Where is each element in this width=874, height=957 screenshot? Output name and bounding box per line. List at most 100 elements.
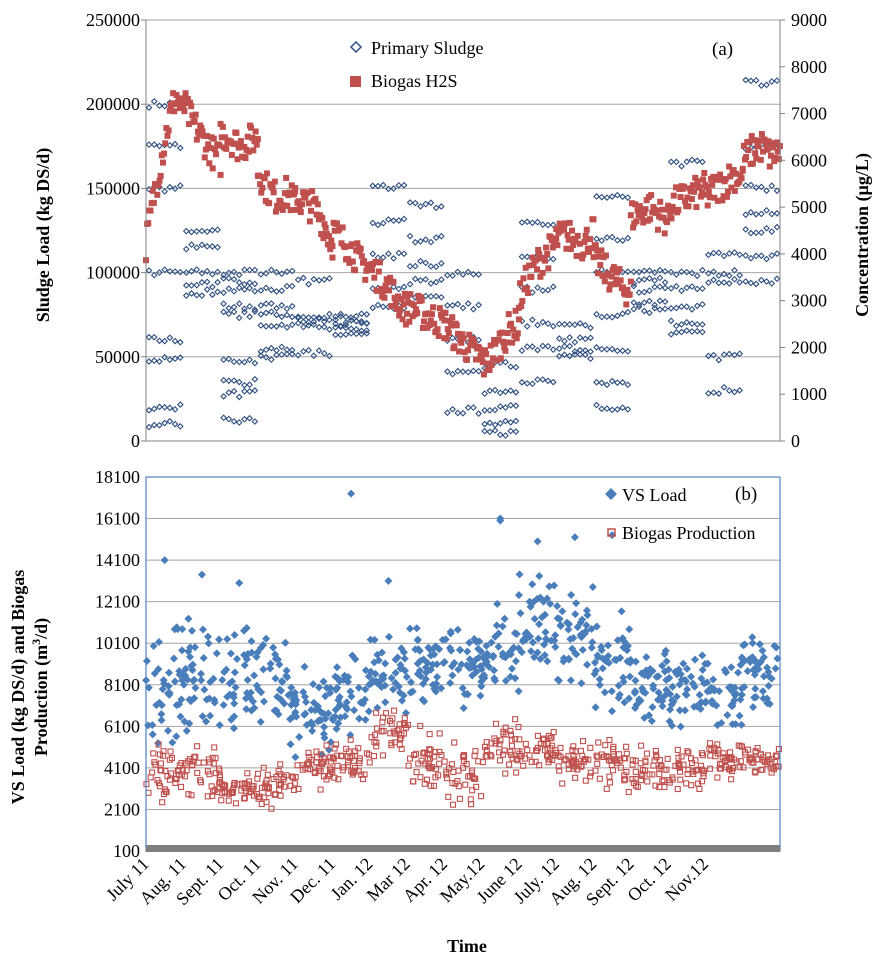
primary-sludge-point — [267, 300, 275, 307]
primary-sludge-point — [385, 250, 392, 258]
biogas-production-point — [493, 720, 500, 727]
biogas-production-point — [265, 784, 272, 791]
primary-sludge-point — [273, 323, 280, 330]
primary-sludge-point — [619, 378, 626, 386]
primary-sludge-point — [294, 319, 302, 327]
vs-load-point — [159, 676, 168, 685]
biogas-production-point — [379, 714, 387, 721]
vs-load-point — [695, 690, 704, 699]
primary-sludge-point — [437, 203, 445, 210]
primary-sludge-point — [581, 321, 589, 329]
biogas-h2s-point — [145, 220, 152, 227]
biogas-production-point — [404, 721, 412, 729]
biogas-h2s-point — [743, 154, 750, 161]
primary-sludge-point — [555, 320, 563, 328]
primary-sludge-point — [672, 322, 680, 330]
biogas-production-point — [328, 767, 335, 774]
biogas-production-point — [283, 772, 290, 779]
vs-load-point — [530, 614, 539, 623]
primary-sludge-point — [257, 271, 265, 278]
primary-sludge-point — [208, 283, 216, 291]
primary-sludge-point — [288, 321, 296, 329]
vs-load-point — [412, 624, 421, 633]
primary-sludge-point — [720, 252, 728, 260]
biogas-production-point — [572, 774, 579, 781]
biogas-production-point — [491, 735, 498, 742]
primary-sludge-point — [544, 221, 552, 229]
biogas-h2s-point — [242, 155, 249, 162]
vs-load-point — [474, 644, 483, 653]
biogas-production-point — [197, 777, 204, 784]
biogas-h2s-point — [191, 118, 198, 125]
vs-load-point — [172, 732, 181, 741]
biogas-h2s-point — [418, 297, 425, 304]
vs-load-point — [347, 489, 356, 498]
biogas-h2s-point — [286, 189, 293, 196]
vs-load-point — [182, 726, 191, 735]
biogas-h2s-point — [541, 257, 548, 264]
biogas-production-point — [603, 785, 610, 792]
primary-sludge-point — [475, 271, 483, 278]
primary-sludge-point — [363, 320, 371, 327]
vs-load-point — [630, 689, 639, 698]
primary-sludge-point — [363, 327, 371, 334]
biogas-h2s-point — [414, 310, 421, 317]
vs-load-point — [727, 701, 736, 710]
biogas-h2s-point — [417, 294, 424, 301]
primary-sludge-point — [156, 269, 163, 276]
vs-load-point — [455, 645, 464, 654]
biogas-h2s-point — [774, 148, 781, 155]
primary-sludge-point — [763, 255, 770, 263]
biogas-h2s-point — [665, 202, 672, 209]
primary-sludge-point — [251, 375, 259, 383]
primary-sludge-point — [539, 221, 547, 229]
biogas-h2s-point — [385, 287, 392, 294]
primary-sludge-point — [566, 352, 574, 360]
biogas-production-point — [632, 768, 639, 775]
vs-load-point — [770, 641, 779, 650]
biogas-h2s-point — [380, 287, 387, 294]
biogas-production-point — [383, 710, 390, 717]
primary-sludge-point — [176, 338, 184, 346]
biogas-h2s-point — [526, 262, 533, 269]
primary-sludge-point — [581, 351, 589, 359]
biogas-production-point — [350, 757, 357, 764]
primary-sludge-point — [747, 77, 755, 85]
biogas-h2s-point — [488, 361, 495, 368]
panel-a-left-tick-label: 0 — [131, 431, 140, 451]
vs-load-point — [758, 687, 767, 696]
biogas-production-point — [496, 741, 503, 748]
vs-load-point — [223, 635, 232, 644]
primary-sludge-point — [267, 266, 275, 274]
vs-load-point — [463, 690, 472, 699]
biogas-h2s-point — [509, 339, 516, 346]
biogas-h2s-point — [771, 158, 778, 165]
vs-load-point — [334, 719, 343, 728]
biogas-h2s-point — [460, 335, 467, 342]
biogas-production-point — [306, 754, 313, 761]
biogas-h2s-point — [459, 331, 466, 338]
biogas-h2s-point — [307, 207, 314, 214]
vs-load-point — [619, 673, 628, 682]
primary-sludge-point — [156, 142, 163, 150]
primary-sludge-point — [507, 427, 515, 435]
panel-b-tick-label: 8100 — [104, 675, 140, 695]
primary-sludge-point — [555, 345, 563, 352]
vs-load-point — [687, 672, 696, 681]
biogas-production-point — [487, 751, 494, 758]
primary-sludge-point — [544, 377, 552, 385]
biogas-h2s-point — [595, 270, 602, 277]
vs-load-point — [458, 684, 467, 693]
primary-sludge-point — [710, 268, 718, 276]
biogas-h2s-point — [515, 316, 522, 323]
biogas-h2s-point — [565, 236, 572, 243]
biogas-h2s-point — [489, 355, 496, 362]
primary-sludge-point — [188, 267, 195, 275]
primary-sludge-point — [427, 238, 435, 246]
primary-sludge-point — [507, 363, 515, 371]
primary-sludge-point — [150, 333, 158, 341]
biogas-h2s-point — [545, 265, 552, 272]
vs-load-point — [614, 681, 623, 690]
vs-load-point — [405, 624, 414, 633]
vs-load-point — [191, 643, 200, 652]
